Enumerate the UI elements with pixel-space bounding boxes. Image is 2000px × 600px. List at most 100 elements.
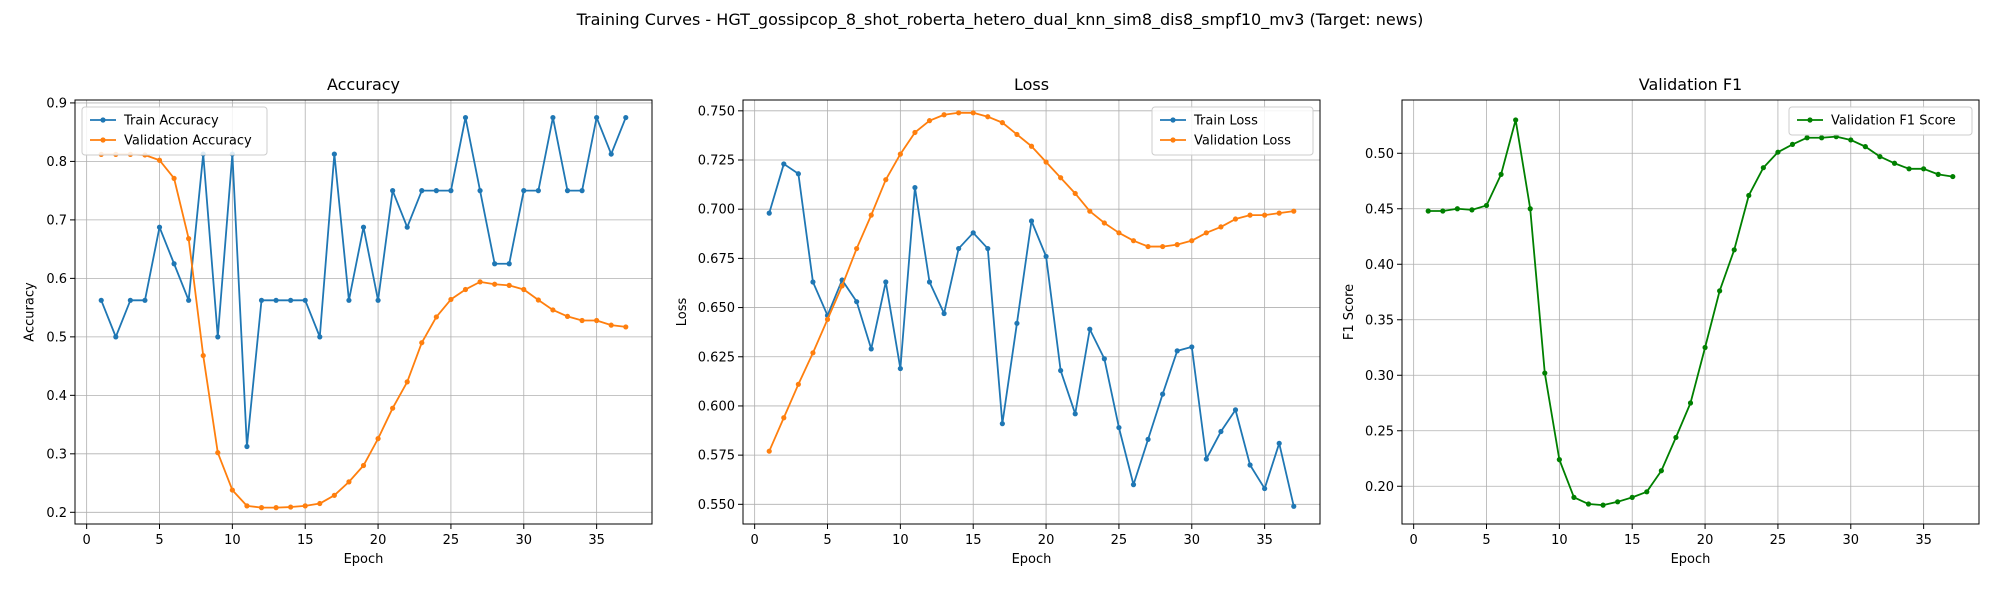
y-tick-label: 0.700 xyxy=(698,203,735,218)
data-point xyxy=(1101,356,1107,362)
data-point xyxy=(795,381,801,387)
legend: Train Accuracy Validation Accuracy xyxy=(81,106,268,156)
data-point xyxy=(244,503,250,509)
data-point xyxy=(999,120,1005,126)
data-point xyxy=(868,212,874,218)
chart-panel-1: 0 5 10 15 20 25 30 35 0.550 0.575 0.600 0.625 0.650 0… xyxy=(675,75,1321,567)
x-tick-label: 15 xyxy=(297,533,314,548)
x-tick-label: 15 xyxy=(965,533,982,548)
data-point xyxy=(1232,407,1239,413)
data-point xyxy=(360,224,367,230)
data-point xyxy=(1028,218,1035,224)
data-point xyxy=(127,297,133,303)
x-tick-label: 20 xyxy=(1038,533,1055,548)
data-point xyxy=(302,503,308,509)
legend-label: Train Loss xyxy=(1193,114,1258,129)
data-point xyxy=(623,114,629,121)
data-point xyxy=(419,188,425,194)
data-point xyxy=(1043,159,1049,165)
data-point xyxy=(795,171,801,177)
x-tick-label: 25 xyxy=(1770,533,1787,548)
legend-marker xyxy=(100,137,106,143)
data-point xyxy=(1775,149,1781,155)
chart-panel-2: 0 5 10 15 20 25 30 35 0.20 0.25 0.30 0.35 0.40 0.45 0.… xyxy=(1342,75,1980,567)
data-point xyxy=(1218,224,1224,230)
data-point xyxy=(608,322,614,328)
data-point xyxy=(970,230,976,236)
data-point xyxy=(766,448,772,454)
data-point xyxy=(331,492,337,498)
data-point xyxy=(273,505,279,511)
data-point xyxy=(883,279,889,285)
data-point xyxy=(1483,202,1490,209)
y-tick-label: 0.675 xyxy=(698,252,735,267)
x-tick-label: 20 xyxy=(370,533,387,548)
y-tick-label: 0.40 xyxy=(1365,258,1394,273)
data-point xyxy=(113,334,119,340)
data-point xyxy=(98,297,104,303)
data-point xyxy=(579,188,585,194)
data-point xyxy=(390,405,396,411)
data-point xyxy=(810,279,816,285)
data-point xyxy=(1072,190,1078,197)
data-point xyxy=(492,261,498,267)
data-point xyxy=(1014,131,1020,138)
data-point xyxy=(1848,137,1854,143)
x-tick-label: 5 xyxy=(823,533,831,548)
y-tick-label: 0.575 xyxy=(698,449,735,464)
y-tick-label: 0.35 xyxy=(1365,313,1394,328)
legend-label: Train Accuracy xyxy=(123,114,219,129)
data-point xyxy=(186,297,192,303)
y-tick-label: 0.725 xyxy=(698,154,735,169)
data-point xyxy=(1731,247,1737,253)
x-tick-label: 10 xyxy=(1551,533,1568,548)
y-tick-label: 0.8 xyxy=(46,155,67,170)
series-0 xyxy=(766,161,1297,509)
y-tick-label: 0.9 xyxy=(46,96,67,111)
legend-marker xyxy=(1170,117,1176,123)
data-point xyxy=(1585,501,1592,507)
series-0 xyxy=(1425,117,1956,508)
x-tick-label: 35 xyxy=(1256,533,1273,548)
data-point xyxy=(1760,165,1766,171)
data-point xyxy=(521,286,527,293)
data-point xyxy=(462,286,469,293)
data-point xyxy=(317,500,323,507)
data-point xyxy=(1189,344,1195,350)
y-axis-label: Loss xyxy=(675,298,690,327)
data-point xyxy=(1014,320,1020,326)
x-tick-label: 10 xyxy=(892,533,909,548)
data-point xyxy=(1950,173,1956,180)
data-point xyxy=(1862,144,1868,150)
data-point xyxy=(506,282,512,288)
data-point xyxy=(1262,485,1268,492)
data-point xyxy=(941,112,947,118)
x-tick-label: 5 xyxy=(155,533,163,548)
x-tick-label: 35 xyxy=(1915,533,1932,548)
data-point xyxy=(346,297,352,303)
chart-panels: 0 5 10 15 20 25 30 35 0.2 0.3 0.4 0.5 0.6 0.7 0.8 0.9 Ac… xyxy=(23,75,1980,567)
data-point xyxy=(1262,212,1268,218)
x-tick-label: 0 xyxy=(1410,533,1418,548)
data-point xyxy=(1087,326,1093,332)
data-point xyxy=(375,436,381,442)
y-tick-label: 0.4 xyxy=(46,389,67,404)
data-point xyxy=(810,350,816,356)
y-axis-label: F1 Score xyxy=(1342,284,1357,340)
data-point xyxy=(926,279,933,285)
data-point xyxy=(156,157,163,163)
x-tick-label: 30 xyxy=(1184,533,1201,548)
grid xyxy=(75,100,652,524)
grid xyxy=(743,100,1320,524)
data-point xyxy=(1116,424,1122,431)
series-line xyxy=(101,153,626,509)
data-point xyxy=(1498,171,1504,177)
series-0 xyxy=(98,114,629,450)
data-point xyxy=(1247,212,1253,218)
data-point xyxy=(1276,210,1282,216)
data-point xyxy=(1130,482,1137,488)
x-tick-label: 35 xyxy=(588,533,605,548)
data-point xyxy=(448,188,454,194)
x-axis-label: Epoch xyxy=(1671,552,1711,567)
